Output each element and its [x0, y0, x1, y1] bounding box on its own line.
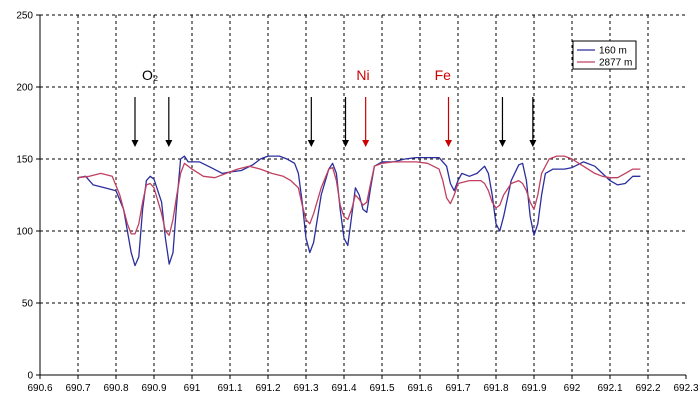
- annotation-label: Fe: [435, 67, 452, 83]
- y-tick-label: 150: [16, 155, 33, 166]
- annotation-arrowhead: [307, 140, 315, 147]
- y-tick-label: 0: [27, 371, 33, 382]
- annotation-arrowhead: [342, 140, 350, 147]
- x-tick-label: 691.1: [217, 383, 242, 394]
- x-tick-label: 692.1: [597, 383, 622, 394]
- annotation-arrowhead: [498, 140, 506, 147]
- x-tick-label: 691.7: [445, 383, 470, 394]
- legend-box: [572, 40, 637, 70]
- annotation-arrowhead: [165, 140, 173, 147]
- x-tick-label: 691.5: [369, 383, 394, 394]
- gridlines: [40, 14, 686, 375]
- x-tick-label: 691.8: [483, 383, 508, 394]
- x-tick-label: 690.8: [103, 383, 128, 394]
- x-tick-label: 691.3: [293, 383, 318, 394]
- legend-label: 2877 m: [599, 58, 632, 69]
- x-tick-label: 690.7: [65, 383, 90, 394]
- x-tick-label: 691.9: [521, 383, 546, 394]
- x-tick-label: 690.9: [141, 383, 166, 394]
- x-tick-label: 691.2: [255, 383, 280, 394]
- x-tick-label: 691.4: [331, 383, 356, 394]
- y-tick-label: 250: [16, 11, 33, 22]
- annotation-arrowhead: [445, 140, 452, 147]
- x-tick-label: 691: [184, 383, 201, 394]
- series-line-2: [77, 155, 641, 236]
- y-tick-label: 100: [16, 227, 33, 238]
- annotation-arrowhead: [131, 140, 139, 147]
- annotation-arrowhead: [529, 140, 537, 147]
- annotation-arrowhead: [362, 140, 370, 147]
- x-tick-label: 692: [564, 383, 581, 394]
- y-tick-label: 200: [16, 83, 33, 94]
- x-tick-label: 692.3: [673, 383, 698, 394]
- legend-label: 160 m: [599, 46, 627, 57]
- annotation-label: Ni: [356, 67, 369, 83]
- y-tick-label: 50: [22, 299, 34, 310]
- x-tick-label: 690.6: [27, 383, 52, 394]
- x-tick-label: 692.2: [635, 383, 660, 394]
- x-tick-label: 691.6: [407, 383, 432, 394]
- annotation-label: O₂: [142, 67, 158, 83]
- plot-area: [40, 15, 686, 375]
